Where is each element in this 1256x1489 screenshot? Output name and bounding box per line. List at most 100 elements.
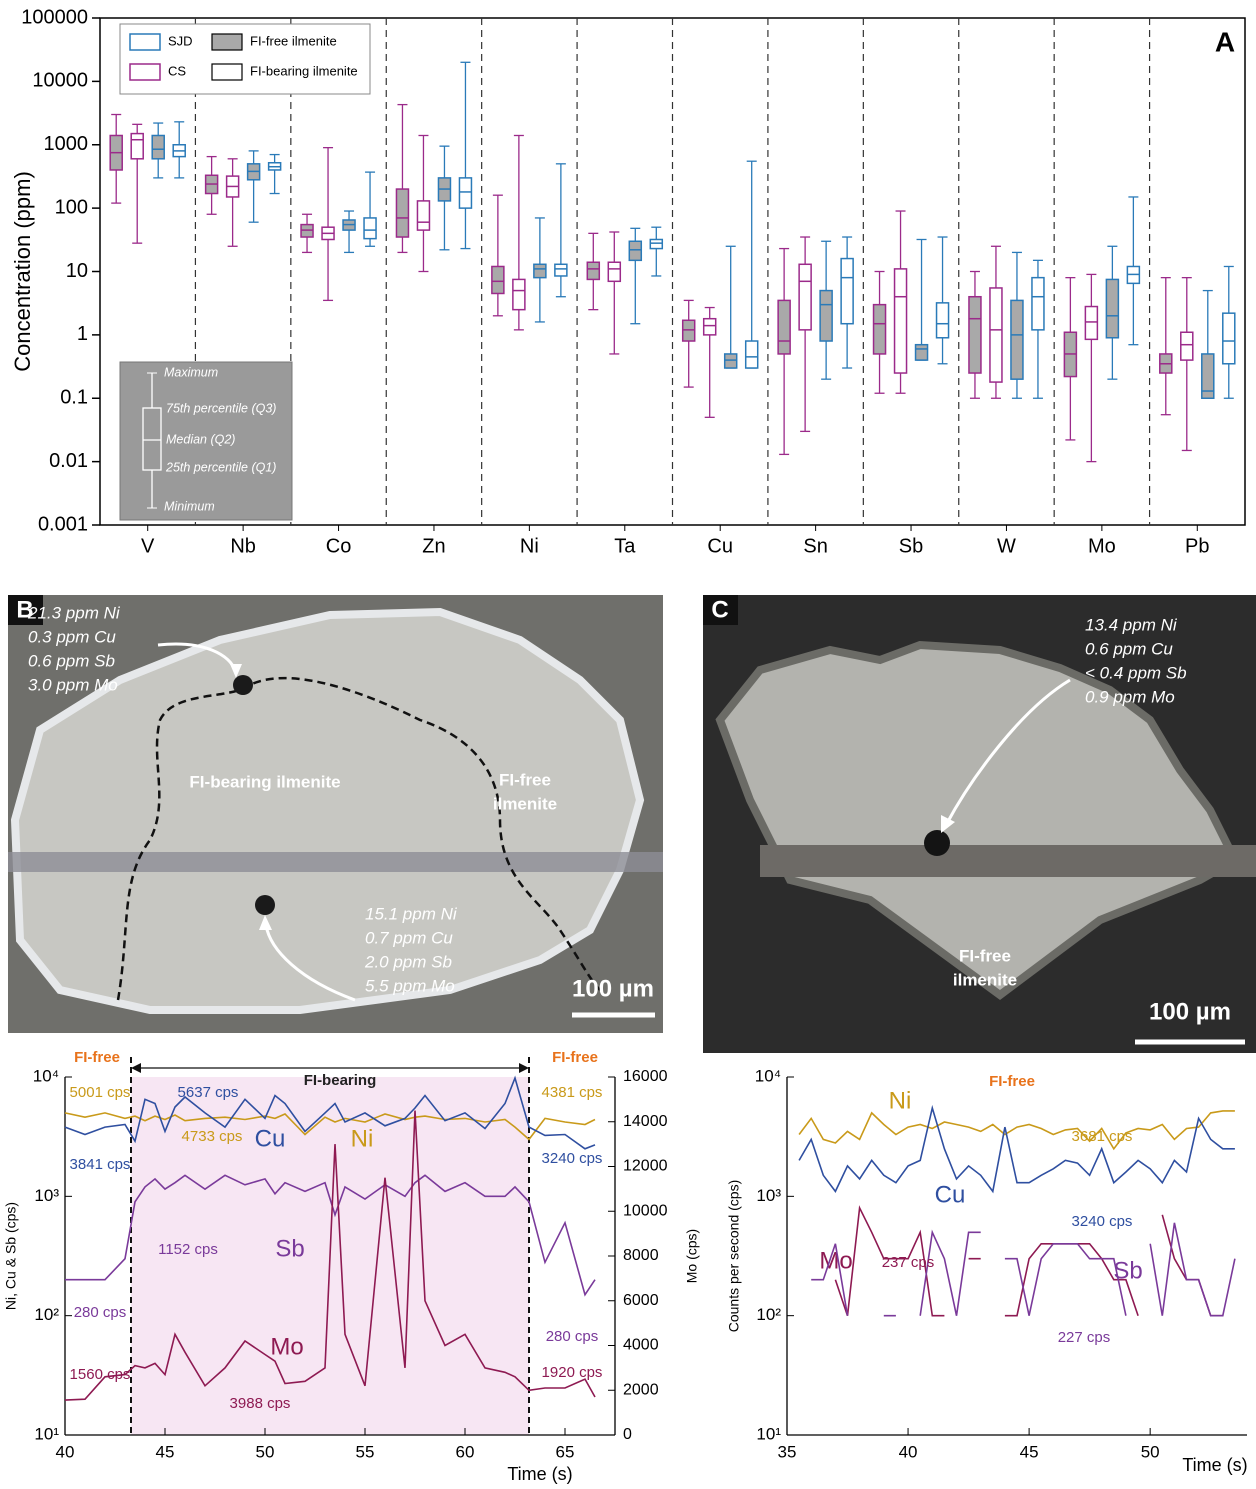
legend-box [119,23,371,95]
y-tick-label: 0.1 [60,387,88,409]
y-tick-label: 10³ [34,1186,59,1205]
series-label: Mo [270,1333,303,1360]
box [491,265,505,295]
annotation: 280 cps [74,1304,127,1321]
y-tick-label: 100 [55,196,88,218]
x-tick-label: Nb [230,535,256,557]
annotation: 3681 cps [1072,1128,1133,1145]
box [702,317,717,336]
series-line [64,1110,596,1401]
y2-tick-label: 2000 [623,1381,659,1398]
box [1180,331,1194,361]
annotation: 1152 cps [158,1241,218,1258]
series-label: Sb [275,1235,304,1262]
series-line [798,1104,1235,1194]
y-axis-title: Counts per second (cps) [726,1180,742,1333]
annotation: 3240 cps [1072,1213,1133,1230]
ablation-track [8,852,663,872]
annotation: 5637 cps [178,1084,239,1101]
x-axis-title: Time (s) [507,1464,572,1484]
y-tick-label: 10⁴ [755,1066,781,1085]
box [363,217,377,240]
series-label: Ni [889,1087,912,1114]
y2-tick-label: 16000 [623,1068,668,1085]
x-tick-label: 45 [1020,1442,1039,1461]
region-label: ilmenite [953,970,1017,989]
panel-label: B [16,596,33,623]
grain [10,607,645,1014]
annotation: 280 cps [546,1328,599,1345]
box [935,302,950,339]
box [968,295,982,374]
y-axis-title: Ni, Cu & Sb (cps) [3,1202,19,1310]
box [533,263,547,279]
series-label: Cu [935,1181,966,1208]
box [1105,278,1120,339]
ablation-pit [233,675,253,695]
series-line [64,1112,596,1141]
analysis-note: 0.3 ppm Cu [28,627,116,646]
y-tick-label: 1000 [44,133,89,155]
y-tick-label: 1 [77,323,88,345]
box [723,353,738,369]
legend-label: FI-free ilmenite [250,33,337,48]
annotation: 1560 cps [70,1366,131,1383]
key-label: Median (Q2) [166,432,235,446]
series-label: Ni [351,1125,374,1152]
annotation: FI-free [552,1049,598,1066]
region-label: FI-free [959,946,1011,965]
analysis-note: 13.4 ppm Ni [1085,615,1178,634]
box [872,303,887,355]
y-tick-label: 10¹ [756,1424,781,1443]
series-line [811,1222,1236,1317]
x-tick-label: Sn [803,535,827,557]
x-tick-label: Co [326,535,352,557]
x-tick-label: 40 [899,1442,918,1461]
y-tick-label: 10² [756,1305,781,1324]
annotation: 4733 cps [182,1128,243,1145]
analysis-note: < 0.4 ppm Sb [1085,663,1187,682]
annotation: 3988 cps [230,1395,291,1412]
box [914,343,929,361]
box [586,261,601,281]
analysis-note: 21.3 ppm Ni [27,603,121,622]
annotation: 227 cps [1058,1329,1111,1346]
box [554,263,568,277]
box [607,261,622,283]
annotation: 237 cps [882,1254,935,1271]
arrow-head [131,1063,141,1073]
y-tick-label: 10¹ [34,1424,59,1443]
series-line [798,1110,1235,1151]
box [1031,276,1045,331]
x-tick-label: Sb [899,535,923,557]
annotation: 3240 cps [542,1150,603,1167]
series-line [64,1075,596,1150]
box [777,299,791,355]
boundary [116,676,601,1001]
ablation-pit [924,830,950,856]
y2-tick-label: 8000 [623,1247,659,1264]
key-label: 75th percentile (Q3) [166,401,276,415]
y2-tick-label: 12000 [623,1158,668,1175]
series-label: Sb [1113,1257,1142,1284]
scale-bar-label: 100 µm [572,975,654,1002]
y-axis-title: Concentration (ppm) [10,171,35,372]
y2-tick-label: 6000 [623,1292,659,1309]
analysis-note: 0.6 ppm Cu [1085,639,1173,658]
y2-tick-label: 0 [623,1426,632,1443]
box [151,134,165,160]
analysis-note: 0.9 ppm Mo [1085,687,1175,706]
arrow [944,678,1071,826]
y-tick-label: 10² [34,1305,59,1324]
box [130,132,144,160]
series-line [65,1174,596,1297]
legend-swatch [129,63,161,81]
legend-label: CS [168,63,186,78]
box [1222,312,1236,365]
box [681,319,696,342]
box [1201,353,1215,400]
y2-tick-label: 10000 [623,1202,668,1219]
series-line [834,1205,1223,1317]
panel-label: A [1215,26,1235,57]
box [819,289,833,342]
